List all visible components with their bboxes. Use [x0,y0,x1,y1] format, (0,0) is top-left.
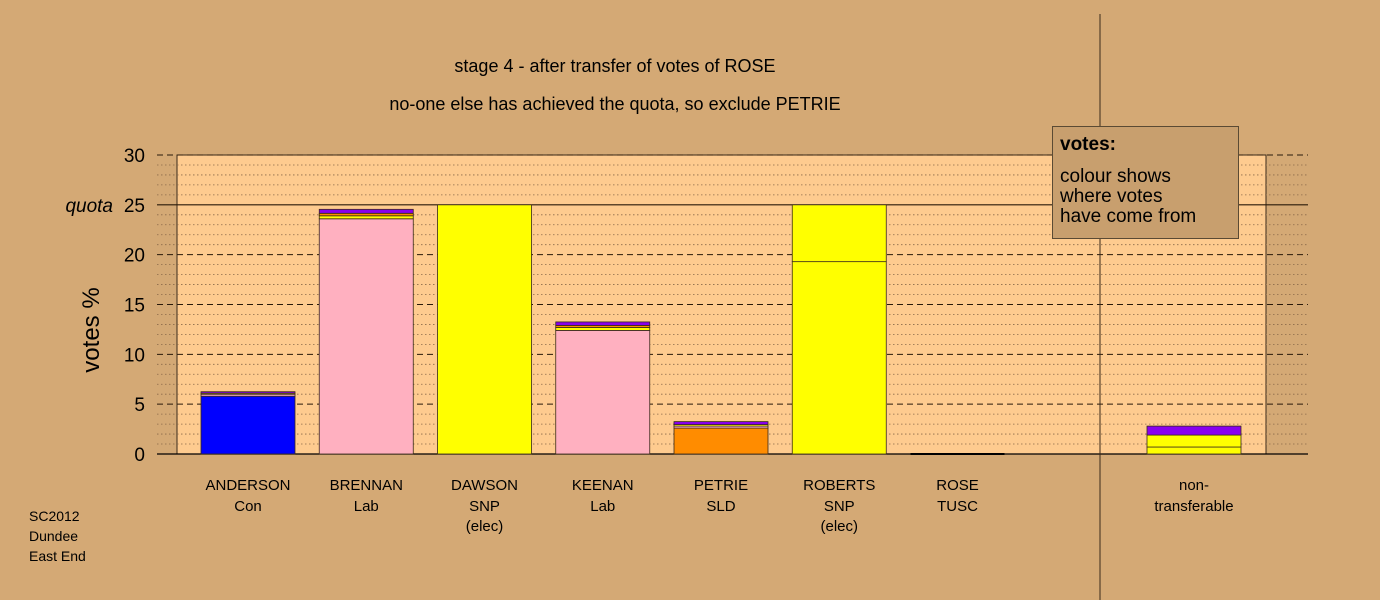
bar-dawson-segment [437,204,532,455]
x-label-party: Lab [590,498,615,515]
footnote: SC2012 Dundee East End [29,506,86,566]
x-label-party: Lab [354,498,379,515]
y-tick-label: 10 [124,345,145,366]
x-label-party: SNP [824,498,855,515]
chart-title: stage 4 - after transfer of votes of ROS… [454,56,775,76]
bar-roberts-segment [791,204,887,263]
y-tick-label: 15 [124,296,145,317]
y-tick-label: 20 [124,246,145,267]
x-label-party: TUSC [937,498,978,515]
legend-line-2: where votes [1060,186,1163,207]
bar-nontransferable-segment [1146,446,1242,455]
x-label-party: SNP [469,498,500,515]
legend-box: votes: colour shows where votes have com… [1052,126,1239,239]
x-label-name: PETRIE [694,477,748,494]
bar-petrie-segment [673,427,769,455]
bar-nontransferable-segment [1146,434,1242,448]
bar-nontransferable-segment [1146,425,1242,436]
bar-keenan-segment [555,327,651,331]
x-label-name: ANDERSON [205,477,290,494]
bar-petrie-segment [673,421,769,425]
y-tick-label: 30 [124,146,145,167]
y-tick-label: 0 [134,445,145,466]
chart-subtitle: no-one else has achieved the quota, so e… [389,94,840,114]
legend-line-1: colour shows [1060,166,1171,187]
y-tick-label: 25 [124,196,145,217]
x-label-name: ROSE [936,477,979,494]
bar-brennan-segment [318,218,414,455]
x-label-name: KEENAN [572,477,634,494]
bar-roberts-segment [791,261,887,455]
legend-line-3: have come from [1060,206,1197,227]
bar-anderson-segment [200,395,296,455]
x-label-name: DAWSON [451,477,518,494]
x-label-party: Con [234,498,262,515]
legend-title: votes: [1060,134,1116,155]
bar-keenan-segment [555,330,651,455]
x-label-name: ROBERTS [803,477,875,494]
footnote-line-3: East End [29,548,86,564]
x-label-party: SLD [706,498,735,515]
x-label-note: (elec) [820,518,858,535]
x-label-nontransferable-2: transferable [1154,498,1233,515]
bar-anderson-segment [200,391,296,394]
bar-brennan-segment [318,215,414,220]
quota-label: quota [65,196,113,217]
bar-keenan-segment [555,321,651,326]
footnote-line-1: SC2012 [29,508,80,524]
x-label-note: (elec) [466,518,504,535]
bar-brennan-segment [318,208,414,214]
x-label-nontransferable-1: non- [1179,477,1209,494]
x-label-name: BRENNAN [330,477,403,494]
y-axis-label: votes % [78,287,105,372]
y-tick-label: 5 [134,395,145,416]
footnote-line-2: Dundee [29,528,79,544]
